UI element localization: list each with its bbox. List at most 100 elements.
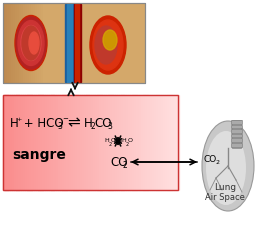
Bar <box>167 95 170 190</box>
Bar <box>42 95 45 190</box>
Ellipse shape <box>18 20 44 65</box>
Bar <box>14 95 17 190</box>
Bar <box>29 95 32 190</box>
Bar <box>169 95 172 190</box>
Bar <box>67 4 72 82</box>
Bar <box>121 95 124 190</box>
Bar <box>163 95 165 190</box>
Ellipse shape <box>202 121 254 211</box>
Bar <box>117 95 120 190</box>
Bar <box>123 95 126 190</box>
Bar <box>9 3 11 83</box>
Bar <box>36 95 38 190</box>
Text: Air Space: Air Space <box>205 193 245 202</box>
Bar <box>80 95 82 190</box>
Bar <box>82 95 85 190</box>
Bar <box>69 95 71 190</box>
Bar <box>176 95 179 190</box>
Bar <box>60 95 63 190</box>
Text: ⇌: ⇌ <box>67 115 80 131</box>
Bar <box>3 95 6 190</box>
Bar <box>15 3 17 83</box>
Ellipse shape <box>16 17 46 69</box>
Text: 2: 2 <box>126 141 129 146</box>
Ellipse shape <box>29 32 39 54</box>
Bar <box>29 3 31 83</box>
Ellipse shape <box>27 36 35 50</box>
Bar <box>174 95 176 190</box>
Ellipse shape <box>21 26 41 60</box>
Bar <box>3 3 5 83</box>
Bar <box>25 95 28 190</box>
Bar <box>16 95 19 190</box>
Bar <box>47 95 49 190</box>
Bar <box>143 95 146 190</box>
Bar <box>18 95 21 190</box>
Bar <box>147 95 150 190</box>
Bar <box>19 3 21 83</box>
Ellipse shape <box>22 26 40 60</box>
Bar <box>104 95 106 190</box>
Bar <box>25 3 27 83</box>
Text: O: O <box>111 138 116 143</box>
Bar <box>84 95 87 190</box>
Bar <box>75 95 78 190</box>
Ellipse shape <box>103 30 117 50</box>
Text: Lung: Lung <box>214 183 236 192</box>
Bar <box>108 95 111 190</box>
Text: −: − <box>62 116 68 122</box>
Bar <box>231 120 242 123</box>
Bar <box>86 95 89 190</box>
Bar <box>106 95 108 190</box>
Bar <box>44 95 47 190</box>
Bar <box>3 95 178 190</box>
Ellipse shape <box>24 31 38 55</box>
Bar <box>232 120 241 148</box>
Text: CO: CO <box>94 117 111 129</box>
Bar <box>11 3 13 83</box>
Ellipse shape <box>206 131 246 205</box>
Bar <box>73 95 76 190</box>
Text: 2: 2 <box>215 160 219 165</box>
Bar <box>33 3 35 83</box>
Bar <box>101 95 104 190</box>
Bar <box>231 143 242 146</box>
Text: H: H <box>104 138 109 143</box>
Bar <box>115 95 117 190</box>
Bar <box>27 95 30 190</box>
Ellipse shape <box>95 26 117 64</box>
Text: CO: CO <box>110 155 127 169</box>
Text: +: + <box>17 117 22 122</box>
Ellipse shape <box>105 33 115 47</box>
Bar <box>132 95 135 190</box>
Bar <box>172 95 174 190</box>
Bar <box>93 95 95 190</box>
Bar <box>119 95 122 190</box>
Bar <box>154 95 157 190</box>
Bar <box>74 4 81 82</box>
Bar <box>3 3 145 83</box>
Bar <box>97 95 100 190</box>
Bar <box>231 125 242 128</box>
Bar <box>128 95 130 190</box>
Ellipse shape <box>93 20 123 70</box>
Bar <box>91 95 93 190</box>
Ellipse shape <box>15 15 47 70</box>
Bar <box>231 138 242 142</box>
Bar <box>31 95 34 190</box>
Text: O: O <box>128 138 133 143</box>
Bar <box>125 95 128 190</box>
Bar <box>23 3 25 83</box>
Bar <box>150 95 152 190</box>
Bar <box>41 3 43 83</box>
Bar <box>21 95 23 190</box>
Bar <box>65 4 74 82</box>
Bar <box>145 95 148 190</box>
Bar <box>35 3 37 83</box>
Bar <box>27 3 29 83</box>
Text: 2: 2 <box>91 122 95 131</box>
Bar <box>141 95 144 190</box>
Text: CO: CO <box>203 155 216 164</box>
Bar <box>21 3 23 83</box>
Bar <box>99 95 102 190</box>
